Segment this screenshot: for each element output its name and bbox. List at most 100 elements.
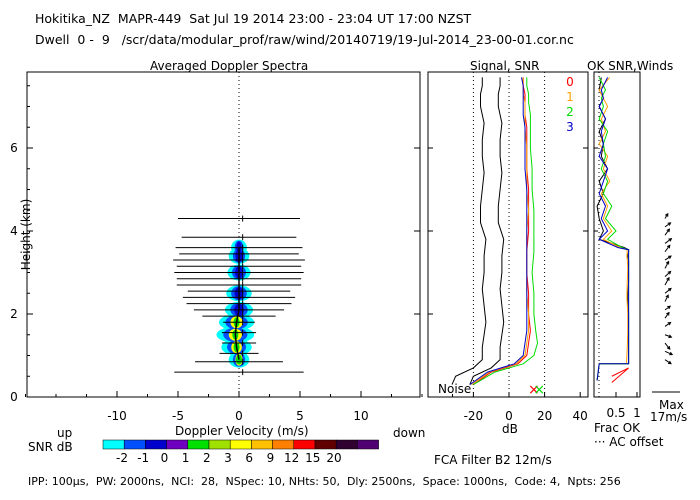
wind-arrow (664, 359, 672, 365)
x-axis-title: Doppler Velocity (m/s) (175, 424, 309, 438)
wind-arrow-head (666, 276, 670, 281)
colorbar-tick-label: 2 (203, 451, 211, 465)
snr-legend-0: 0 (566, 75, 574, 89)
wind-arrow-head (667, 287, 672, 292)
wind-arrow (664, 255, 672, 261)
snr-series-1 (471, 77, 530, 386)
colorbar-tick-label: 3 (224, 451, 232, 465)
wind-arrow-head (666, 228, 671, 233)
header-file-path: Dwell 0 - 9 /scr/data/modular_prof/raw/w… (35, 32, 574, 47)
wind-arrow (664, 245, 671, 253)
colorbar-swatch (187, 439, 210, 450)
header-title: Hokitika_NZ MAPR-449 Sat Jul 19 2014 23:… (35, 11, 472, 26)
colorbar-swatch (357, 439, 379, 450)
wind-arrow (664, 288, 672, 294)
snr-series-2 (473, 77, 539, 386)
spectra-frame (26, 71, 421, 398)
x-tick-label: 0 (235, 409, 243, 423)
footer-params: IPP: 100μs, PW: 2000ns, NCI: 28, NSpec: … (28, 475, 621, 488)
snr-marker-0: × (528, 382, 540, 398)
colorbar-swatch (102, 439, 125, 450)
snr-legend-3: 3 (566, 120, 574, 134)
y-tick-label: 0 (10, 390, 18, 404)
frac-ok-series-2 (596, 77, 630, 381)
wind-arrow (664, 322, 671, 327)
noise-label: Noise (438, 382, 472, 396)
colorbar-tick-label: 20 (326, 451, 341, 465)
y-tick-label: 2 (10, 307, 18, 321)
snr-x-tick-label: 40 (573, 409, 588, 423)
wind-arrow (664, 261, 670, 269)
colorbar-tick-label: 6 (245, 451, 253, 465)
wind-arrow-head (666, 244, 671, 249)
wind-arrow-head (667, 255, 672, 259)
colorbar-tick-label: 9 (267, 451, 275, 465)
up-label: up (57, 426, 73, 440)
colorbar-swatch (229, 439, 252, 450)
x-tick-label: -5 (172, 409, 184, 423)
wind-arrow (664, 228, 670, 236)
x-tick-label: 5 (296, 409, 304, 423)
snr-colorbar: -2 -1 0 1 2 3 6 9 12 15 20 (102, 439, 379, 465)
colorbar-swatch (145, 439, 167, 450)
winds-title: OK SNR,Winds (587, 59, 674, 73)
ok-snr-winds-panel: 0.5 1 (593, 71, 680, 420)
colorbar-label: SNR dB (28, 440, 73, 454)
colorbar-tick-label: 0 (161, 451, 169, 465)
frac-ok-series-3 (596, 77, 630, 381)
snr-x-axis-title: dB (502, 422, 518, 436)
noise-trace (451, 77, 487, 385)
wind-arrow-head (668, 238, 673, 242)
wind-arrow (664, 305, 671, 311)
snr-x-tick-label: 20 (537, 409, 552, 423)
wind-arrow (664, 294, 669, 302)
snr-series-Signal (469, 77, 505, 385)
snr-frame (427, 71, 589, 398)
wind-arrow-head (667, 270, 672, 275)
colorbar-swatch (166, 439, 189, 450)
doppler-spectra-panel: 0 2 4 6 -10 -5 0 5 10 Height (km) (10, 71, 453, 423)
wind-arrow-head (666, 311, 670, 316)
colorbar-swatch (123, 439, 146, 450)
wind-arrow (664, 312, 670, 319)
colorbar-tick-label: 15 (305, 451, 320, 465)
spectra-title: Averaged Doppler Spectra (150, 59, 309, 73)
frac-tick-label: 0.5 (606, 406, 625, 420)
y-tick-label: 6 (10, 141, 18, 155)
y-tick-label: 4 (10, 224, 18, 238)
wind-arrow-head (665, 260, 670, 265)
wind-arrow-head (665, 294, 669, 299)
frac-ok-series-red (611, 367, 629, 383)
colorbar-tick-label: 12 (284, 451, 299, 465)
wind-arrow-head (666, 346, 671, 350)
frac-ok-label: Frac OK (594, 421, 641, 435)
wind-arrow-head (667, 321, 672, 326)
snr-marker-2: × (533, 382, 545, 398)
filter-label: FCA Filter B2 12m/s (434, 453, 552, 467)
snr-series-3 (469, 77, 528, 386)
snr-title: Signal, SNR (470, 59, 540, 73)
colorbar-swatch (314, 439, 337, 450)
snr-x-tick-label: 0 (505, 409, 513, 423)
wind-arrow-head (667, 305, 672, 310)
wind-arrow (664, 271, 671, 278)
down-label: down (393, 426, 426, 440)
colorbar-swatch (208, 439, 231, 450)
wind-arrow (664, 334, 672, 338)
wind-max-value: 17m/s (650, 410, 688, 424)
wind-max-label: Max (659, 398, 684, 412)
colorbar-tick-label: -1 (137, 451, 149, 465)
colorbar-swatch (293, 439, 316, 450)
x-tick-label: -10 (107, 409, 127, 423)
colorbar-tick-label: -2 (116, 451, 128, 465)
wind-arrow-head (667, 360, 672, 365)
wind-arrow-head (669, 351, 674, 356)
frac-tick-label: 1 (633, 406, 641, 420)
wind-arrow (664, 238, 672, 244)
ac-offset-label: ··· AC offset (594, 435, 664, 449)
wind-arrow-head (667, 222, 672, 226)
mean-velocity-trace (234, 247, 240, 360)
wind-arrow (664, 277, 670, 286)
